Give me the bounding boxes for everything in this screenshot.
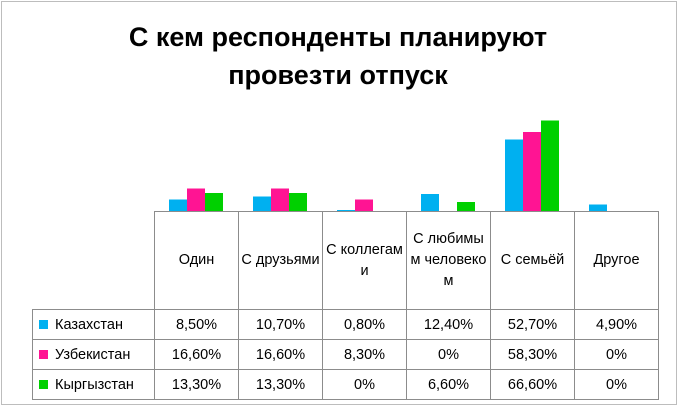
value-cell: 66,60% <box>490 369 575 400</box>
bar-kazakhstan-0 <box>169 199 187 211</box>
data-table-row-uzbekistan: Узбекистан 16,60% 16,60% 8,30% 0% 58,30%… <box>32 339 659 370</box>
legend-key-kazakhstan <box>39 319 48 329</box>
value-cell: 0% <box>406 339 491 370</box>
bar-kazakhstan-2 <box>337 209 355 211</box>
bar-uzbekistan-0 <box>187 188 205 211</box>
bar-uzbekistan-2 <box>355 199 373 211</box>
category-label: С друзьями <box>241 252 320 268</box>
value-cell: 16,60% <box>238 339 323 370</box>
bar-kazakhstan-4 <box>505 139 523 211</box>
series-name: Узбекистан <box>55 346 131 363</box>
value-cell: 12,40% <box>406 309 491 340</box>
chart-title: С кем респонденты планируют провезти отп… <box>0 18 676 94</box>
category-label: Другое <box>593 252 640 268</box>
value-cell: 13,30% <box>154 369 239 400</box>
legend-key-kyrgyzstan <box>39 379 48 389</box>
category-label: Один <box>178 252 215 268</box>
bar-uzbekistan-4 <box>523 131 541 211</box>
bar-kyrgyzstan-3 <box>457 202 475 211</box>
data-table: Один С друзьями С коллегам и С любимым ч… <box>32 211 659 400</box>
value-cell: 0% <box>322 369 407 400</box>
bar-kazakhstan-1 <box>253 196 271 211</box>
value-cell: 58,30% <box>490 339 575 370</box>
bar-kyrgyzstan-1 <box>289 192 307 211</box>
data-table-row-kyrgyzstan: Кыргызстан 13,30% 13,30% 0% 6,60% 66,60%… <box>32 369 659 400</box>
bar-kyrgyzstan-0 <box>205 192 223 211</box>
legend-entry: Кыргызстан <box>32 369 155 400</box>
value-cell: 8,30% <box>322 339 407 370</box>
category-label: С коллегам и <box>326 241 403 279</box>
value-cell: 16,60% <box>154 339 239 370</box>
value-cell: 13,30% <box>238 369 323 400</box>
category-label: С любимым человеко м <box>410 231 487 289</box>
category-header: Другое <box>574 211 659 310</box>
value-cell: 0% <box>574 369 659 400</box>
value-cell: 10,70% <box>238 309 323 340</box>
data-table-row-kazakhstan: Казахстан 8,50% 10,70% 0,80% 12,40% 52,7… <box>32 309 659 340</box>
category-header: С семьёй <box>490 211 575 310</box>
value-cell: 52,70% <box>490 309 575 340</box>
data-table-corner <box>32 211 155 310</box>
value-cell: 0% <box>574 339 659 370</box>
category-label: С семьёй <box>500 252 565 268</box>
value-cell: 0,80% <box>322 309 407 340</box>
bar-kazakhstan-3 <box>421 194 439 211</box>
value-cell: 4,90% <box>574 309 659 340</box>
value-cell: 8,50% <box>154 309 239 340</box>
bar-uzbekistan-1 <box>271 188 289 211</box>
bar-kyrgyzstan-4 <box>541 120 559 211</box>
bar-kazakhstan-5 <box>589 204 607 211</box>
legend-entry: Узбекистан <box>32 339 155 370</box>
value-cell: 6,60% <box>406 369 491 400</box>
legend-key-uzbekistan <box>39 349 48 359</box>
chart-title-line-2: провезти отпуск <box>228 60 448 90</box>
series-name: Казахстан <box>55 316 123 333</box>
category-header: С любимым человеко м <box>406 211 491 310</box>
category-header: Один <box>154 211 239 310</box>
series-name: Кыргызстан <box>55 376 134 393</box>
category-header: С коллегам и <box>322 211 407 310</box>
category-header: С друзьями <box>238 211 323 310</box>
chart-title-line-1: С кем респонденты планируют <box>128 22 548 52</box>
legend-entry: Казахстан <box>32 309 155 340</box>
data-table-header-row: Один С друзьями С коллегам и С любимым ч… <box>32 211 659 310</box>
